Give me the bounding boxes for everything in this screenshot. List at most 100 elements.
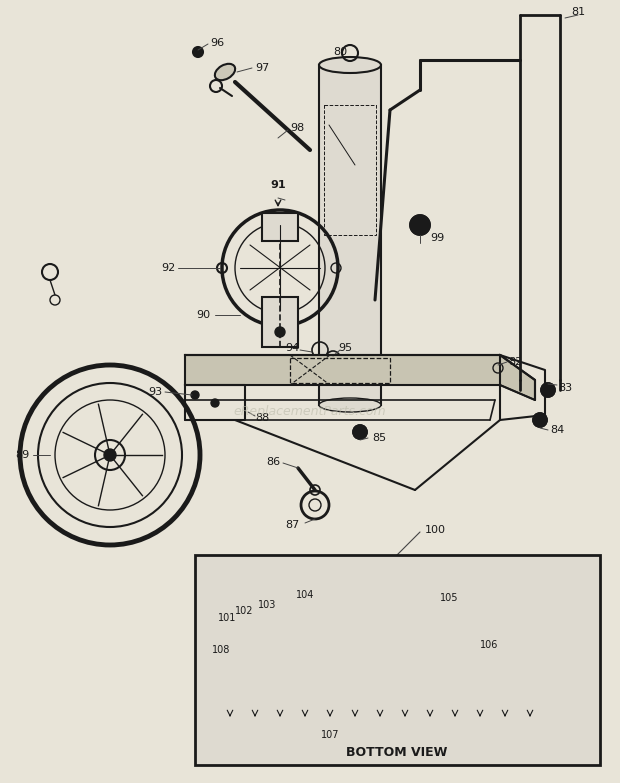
Text: 94: 94 (286, 343, 300, 353)
Circle shape (476, 594, 479, 597)
Polygon shape (210, 650, 585, 662)
Circle shape (332, 611, 335, 614)
Circle shape (529, 594, 533, 597)
Circle shape (526, 602, 528, 605)
Circle shape (104, 449, 116, 461)
Circle shape (445, 602, 448, 605)
Circle shape (337, 602, 340, 605)
Text: 99: 99 (430, 233, 445, 243)
Circle shape (541, 383, 555, 397)
Circle shape (399, 586, 402, 590)
Circle shape (283, 602, 285, 605)
Text: 87: 87 (286, 520, 300, 530)
Text: 108: 108 (212, 645, 231, 655)
Polygon shape (213, 622, 588, 635)
Circle shape (507, 586, 510, 590)
Circle shape (278, 611, 281, 614)
Circle shape (193, 47, 203, 57)
Circle shape (391, 602, 394, 605)
Circle shape (360, 611, 363, 614)
Circle shape (498, 602, 502, 605)
Text: 80: 80 (333, 47, 347, 57)
Text: eReplacementParts.com: eReplacementParts.com (234, 406, 386, 418)
Circle shape (549, 611, 552, 614)
Circle shape (448, 594, 451, 597)
Circle shape (425, 586, 428, 590)
Bar (324, 105, 376, 235)
Text: 91: 91 (270, 180, 286, 190)
Bar (195, 555, 600, 765)
Circle shape (394, 594, 397, 597)
Circle shape (353, 425, 367, 439)
Text: 96: 96 (210, 38, 224, 48)
Text: 88: 88 (255, 413, 269, 423)
Text: 107: 107 (321, 730, 339, 740)
Text: BOTTOM VIEW: BOTTOM VIEW (347, 746, 448, 760)
Circle shape (440, 611, 443, 614)
Circle shape (363, 602, 366, 605)
Circle shape (386, 611, 389, 614)
Circle shape (502, 594, 505, 597)
Text: 106: 106 (480, 640, 498, 650)
Circle shape (211, 399, 219, 407)
Text: 100: 100 (425, 525, 446, 535)
Text: 101: 101 (218, 613, 236, 623)
Text: 85: 85 (372, 433, 386, 443)
Circle shape (191, 391, 199, 399)
Bar (319, 65, 381, 405)
Circle shape (533, 413, 547, 427)
Text: 84: 84 (550, 425, 564, 435)
Polygon shape (185, 355, 535, 400)
Text: 82: 82 (508, 357, 522, 367)
Bar (290, 358, 390, 383)
Circle shape (286, 594, 290, 597)
Text: 102: 102 (235, 606, 254, 616)
Text: 104: 104 (296, 590, 314, 600)
Circle shape (495, 611, 497, 614)
Circle shape (275, 327, 285, 337)
Circle shape (368, 594, 371, 597)
Text: 95: 95 (338, 343, 352, 353)
Circle shape (255, 602, 259, 605)
Circle shape (371, 586, 374, 590)
Circle shape (345, 586, 347, 590)
Text: 103: 103 (258, 600, 277, 610)
Circle shape (552, 602, 556, 605)
Ellipse shape (319, 57, 381, 73)
Circle shape (479, 586, 482, 590)
Bar (262, 297, 298, 347)
Circle shape (560, 586, 564, 590)
Circle shape (467, 611, 471, 614)
Circle shape (414, 611, 417, 614)
Text: 97: 97 (255, 63, 269, 73)
Circle shape (291, 586, 293, 590)
Text: 92: 92 (161, 263, 175, 273)
Polygon shape (215, 580, 590, 620)
Text: 90: 90 (196, 310, 210, 320)
Text: 105: 105 (440, 593, 459, 603)
Circle shape (340, 594, 343, 597)
Ellipse shape (319, 398, 381, 412)
Circle shape (557, 594, 559, 597)
Text: 93: 93 (148, 387, 162, 397)
Circle shape (533, 586, 536, 590)
Circle shape (260, 594, 262, 597)
Text: 86: 86 (266, 457, 280, 467)
Ellipse shape (215, 64, 235, 80)
Circle shape (471, 602, 474, 605)
Circle shape (252, 611, 254, 614)
Circle shape (417, 602, 420, 605)
Circle shape (306, 611, 309, 614)
Text: 89: 89 (16, 450, 30, 460)
Circle shape (309, 602, 312, 605)
Text: 83: 83 (558, 383, 572, 393)
Circle shape (422, 594, 425, 597)
Bar (262, 213, 298, 241)
Circle shape (410, 215, 430, 235)
Circle shape (317, 586, 321, 590)
Circle shape (521, 611, 525, 614)
Circle shape (264, 586, 267, 590)
Text: 81: 81 (571, 7, 585, 17)
Text: 98: 98 (290, 123, 304, 133)
Circle shape (314, 594, 316, 597)
